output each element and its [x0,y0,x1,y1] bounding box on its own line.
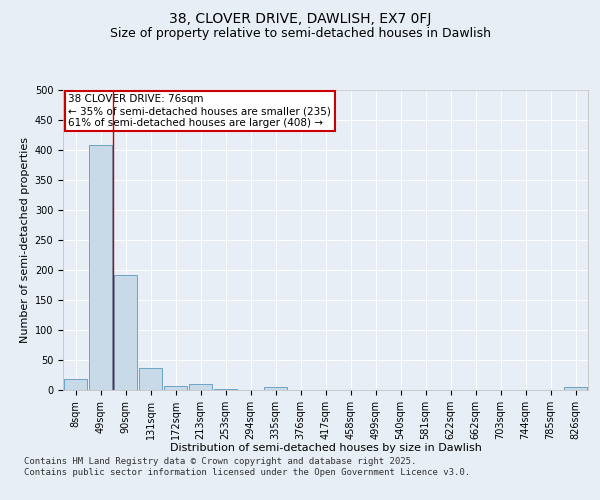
Text: Size of property relative to semi-detached houses in Dawlish: Size of property relative to semi-detach… [110,28,491,40]
Text: 38, CLOVER DRIVE, DAWLISH, EX7 0FJ: 38, CLOVER DRIVE, DAWLISH, EX7 0FJ [169,12,431,26]
Bar [188,384,212,390]
Bar [64,379,88,390]
Bar [563,387,587,390]
Text: 38 CLOVER DRIVE: 76sqm
← 35% of semi-detached houses are smaller (235)
61% of se: 38 CLOVER DRIVE: 76sqm ← 35% of semi-det… [68,94,331,128]
X-axis label: Distribution of semi-detached houses by size in Dawlish: Distribution of semi-detached houses by … [170,444,481,454]
Bar [164,386,187,390]
Text: Contains HM Land Registry data © Crown copyright and database right 2025.
Contai: Contains HM Land Registry data © Crown c… [24,458,470,477]
Bar [214,389,238,390]
Y-axis label: Number of semi-detached properties: Number of semi-detached properties [20,137,31,343]
Bar [113,275,137,390]
Bar [263,387,287,390]
Bar [139,368,163,390]
Bar [89,145,112,390]
